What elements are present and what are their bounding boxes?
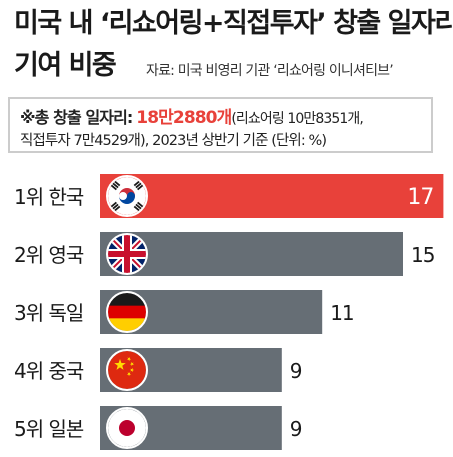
flag-japan-icon (108, 409, 146, 447)
value-label: 9 (290, 417, 302, 441)
note-box: ※총 창출 일자리: 18만2880개(리쇼어링 10만8351개, 직접투자 … (8, 97, 433, 153)
flag-ring (106, 291, 148, 333)
chart-title-line2: 기여 비중 (14, 50, 117, 81)
flag-china-icon (108, 351, 146, 389)
note-prefix: ※총 창출 일자리: (20, 108, 133, 127)
category-label: 4위 중국 (14, 359, 84, 383)
flag-germany-icon (108, 293, 146, 331)
bar (100, 174, 444, 218)
bar (100, 232, 403, 276)
flag-ring (106, 407, 148, 449)
flag-uk-icon (108, 235, 146, 273)
note-line-1: ※총 창출 일자리: 18만2880개(리쇼어링 10만8351개, (20, 103, 364, 128)
category-label: 1위 한국 (14, 185, 84, 209)
category-label: 3위 독일 (14, 301, 83, 325)
note-total-jobs: 18만2880개 (136, 108, 232, 128)
note-breakdown: (리쇼어링 10만8351개, (231, 111, 363, 127)
flag-korea-icon (108, 177, 146, 215)
category-label: 5위 일본 (14, 417, 84, 441)
flag-ring (106, 175, 148, 217)
flag-ring (106, 233, 148, 275)
category-label: 2위 영국 (14, 243, 84, 267)
source-text: 자료: 미국 비영리 기관 ‘리쇼어링 이니셔티브’ (146, 63, 394, 79)
value-label: 11 (330, 301, 353, 325)
flag-ring (106, 349, 148, 391)
note-line-2: 직접투자 7만4529개), 2023년 상반기 기준 (단위: %) (20, 133, 327, 149)
value-label: 17 (407, 185, 433, 210)
value-label: 9 (290, 359, 302, 383)
value-label: 15 (411, 243, 434, 267)
chart-title: 미국 내 ‘리쇼어링+직접투자’ 창출 일자리 (14, 8, 453, 39)
